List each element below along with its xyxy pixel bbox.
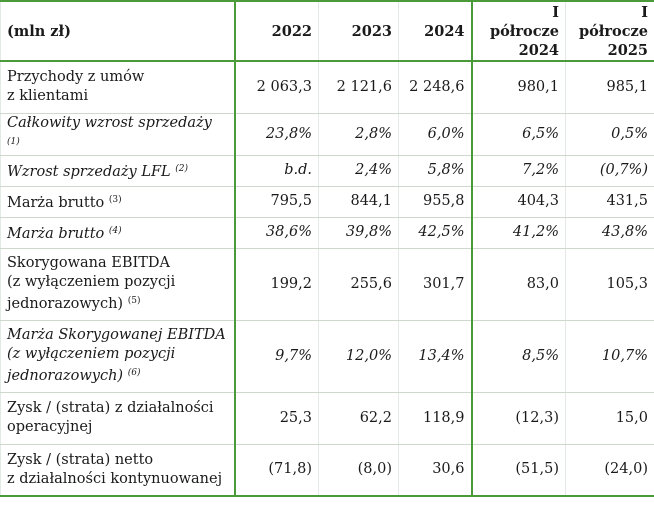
table-row: Zysk / (strata) netto z działalności kont… — [0, 443, 654, 497]
cell-h1-2025: 431,5 — [565, 185, 654, 218]
cell-2024: 118,9 — [398, 391, 473, 445]
footnote-ref: (3) — [108, 194, 122, 205]
cell-2022: (71,8) — [234, 443, 319, 497]
row-label: Marża brutto (3) — [0, 185, 236, 218]
cell-h1-2024: 83,0 — [471, 247, 566, 321]
row-label: Skorygowana EBITDA (z wyłączeniem pozycji… — [0, 247, 236, 321]
cell-2024: 13,4% — [398, 319, 473, 393]
cell-2023: 255,6 — [318, 247, 399, 321]
cell-h1-2024: 404,3 — [471, 185, 566, 218]
col-header-h1-2025: I półrocze 2025 — [565, 0, 654, 62]
footnote-ref: (2) — [175, 163, 189, 174]
cell-2022: 25,3 — [234, 391, 319, 445]
cell-2022: 38,6% — [234, 216, 319, 249]
row-label: Przychody z umów z klientami — [0, 60, 236, 114]
cell-2022: 23,8% — [234, 112, 319, 156]
financial-table: (mln zł) 2022 2023 2024 I półrocze 2024 I… — [0, 0, 654, 497]
table-row: Wzrost sprzedaży LFL (2) b.d. 2,4% 5,8% … — [0, 154, 654, 187]
col-header-h1-2024: I półrocze 2024 — [471, 0, 566, 62]
table-row: Skorygowana EBITDA (z wyłączeniem pozycji… — [0, 247, 654, 321]
cell-2023: 844,1 — [318, 185, 399, 218]
col-header-2022: 2022 — [234, 0, 319, 62]
cell-2024: 301,7 — [398, 247, 473, 321]
cell-h1-2024: 980,1 — [471, 60, 566, 114]
table-row: Przychody z umów z klientami 2 063,3 2 12… — [0, 60, 654, 114]
col-header-2023: 2023 — [318, 0, 399, 62]
footnote-ref: (6) — [127, 368, 141, 378]
cell-2022: 9,7% — [234, 319, 319, 393]
cell-h1-2024: 8,5% — [471, 319, 566, 393]
cell-2023: 2 121,6 — [318, 60, 399, 114]
cell-2024: 955,8 — [398, 185, 473, 218]
cell-h1-2025: 985,1 — [565, 60, 654, 114]
row-label: Marża brutto (4) — [0, 216, 236, 249]
table-row: Marża brutto (3) 795,5 844,1 955,8 404,3… — [0, 185, 654, 218]
cell-2022: b.d. — [234, 154, 319, 187]
col-header-2024: 2024 — [398, 0, 473, 62]
row-label: Całkowity wzrost sprzedaży (1) — [0, 112, 236, 156]
cell-h1-2025: 43,8% — [565, 216, 654, 249]
cell-h1-2024: 6,5% — [471, 112, 566, 156]
cell-h1-2025: 105,3 — [565, 247, 654, 321]
cell-h1-2025: (0,7%) — [565, 154, 654, 187]
cell-2024: 6,0% — [398, 112, 473, 156]
row-label: Wzrost sprzedaży LFL (2) — [0, 154, 236, 187]
cell-2023: 12,0% — [318, 319, 399, 393]
cell-h1-2025: 10,7% — [565, 319, 654, 393]
cell-h1-2024: 41,2% — [471, 216, 566, 249]
cell-2024: 5,8% — [398, 154, 473, 187]
row-label: Zysk / (strata) z działalności operacyjne… — [0, 391, 236, 445]
cell-2023: (8,0) — [318, 443, 399, 497]
cell-2023: 2,8% — [318, 112, 399, 156]
cell-h1-2025: 15,0 — [565, 391, 654, 445]
cell-2024: 2 248,6 — [398, 60, 473, 114]
cell-2024: 30,6 — [398, 443, 473, 497]
cell-h1-2024: 7,2% — [471, 154, 566, 187]
footnote-ref: (5) — [127, 296, 141, 306]
footnote-ref: (1) — [7, 136, 20, 147]
cell-2023: 2,4% — [318, 154, 399, 187]
cell-h1-2025: (24,0) — [565, 443, 654, 497]
table-header-row: (mln zł) 2022 2023 2024 I półrocze 2024 I… — [0, 0, 654, 62]
row-label: Zysk / (strata) netto z działalności kont… — [0, 443, 236, 497]
cell-2022: 2 063,3 — [234, 60, 319, 114]
cell-2023: 62,2 — [318, 391, 399, 445]
table-row: Całkowity wzrost sprzedaży (1) 23,8% 2,8… — [0, 112, 654, 156]
cell-2022: 199,2 — [234, 247, 319, 321]
cell-h1-2025: 0,5% — [565, 112, 654, 156]
unit-label: (mln zł) — [0, 0, 236, 62]
footnote-ref: (4) — [108, 225, 122, 236]
table-row: Zysk / (strata) z działalności operacyjne… — [0, 391, 654, 445]
cell-h1-2024: (12,3) — [471, 391, 566, 445]
cell-2022: 795,5 — [234, 185, 319, 218]
cell-h1-2024: (51,5) — [471, 443, 566, 497]
cell-2024: 42,5% — [398, 216, 473, 249]
table-row: Marża brutto (4) 38,6% 39,8% 42,5% 41,2%… — [0, 216, 654, 249]
cell-2023: 39,8% — [318, 216, 399, 249]
table-row: Marża Skorygowanej EBITDA (z wyłączeniem … — [0, 319, 654, 393]
row-label: Marża Skorygowanej EBITDA (z wyłączeniem … — [0, 319, 236, 393]
